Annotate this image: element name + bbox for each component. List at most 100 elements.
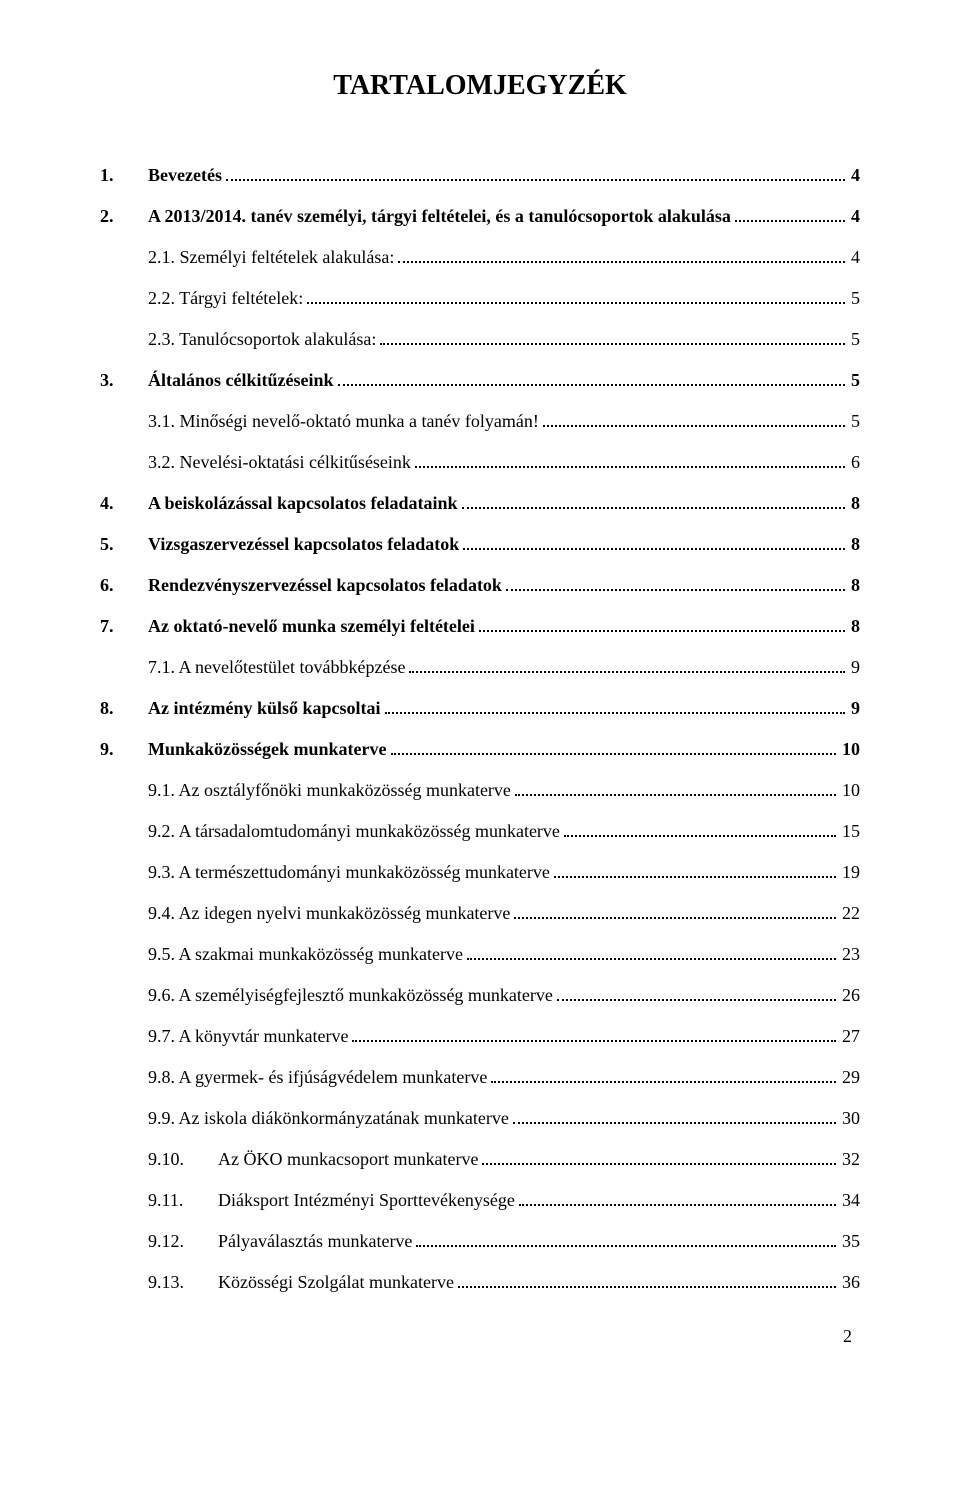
toc-entry-page: 8 xyxy=(849,613,860,640)
toc-entry: 9.5. A szakmai munkaközösség munkaterve … xyxy=(100,941,860,968)
toc-entry-text: 9.7. A könyvtár munkaterve xyxy=(148,1023,348,1050)
dot-leader xyxy=(564,835,836,837)
toc-entry-page: 22 xyxy=(840,900,860,927)
toc-entry-page: 8 xyxy=(849,531,860,558)
toc-entry-number: 9.10. xyxy=(148,1146,218,1173)
toc-entry-text: A 2013/2014. tanév személyi, tárgyi felt… xyxy=(148,203,731,230)
toc-entry-number: 7. xyxy=(100,613,148,640)
toc-entry-text: Diáksport Intézményi Sporttevékenysége xyxy=(218,1187,515,1214)
dot-leader xyxy=(519,1204,836,1206)
toc-entry: 9.8. A gyermek- és ifjúságvédelem munkat… xyxy=(100,1064,860,1091)
toc-entry-page: 5 xyxy=(849,408,860,435)
toc-entry-text: 7.1. A nevelőtestület továbbképzése xyxy=(148,654,405,681)
dot-leader xyxy=(514,917,836,919)
page-title: TARTALOMJEGYZÉK xyxy=(100,70,860,102)
toc-entry-page: 19 xyxy=(840,859,860,886)
toc-entry: 3.Általános célkitűzéseink 5 xyxy=(100,367,860,394)
toc-entry-page: 10 xyxy=(840,736,860,763)
dot-leader xyxy=(506,589,845,591)
toc-entry: 9.4. Az idegen nyelvi munkaközösség munk… xyxy=(100,900,860,927)
toc-entry: 9.7. A könyvtár munkaterve 27 xyxy=(100,1023,860,1050)
toc-entry-page: 5 xyxy=(849,367,860,394)
dot-leader xyxy=(391,753,836,755)
toc-entry-number: 1. xyxy=(100,162,148,189)
toc-entry-page: 4 xyxy=(849,244,860,271)
dot-leader xyxy=(458,1286,836,1288)
dot-leader xyxy=(543,425,845,427)
dot-leader xyxy=(735,220,845,222)
dot-leader xyxy=(385,712,845,714)
toc-entry-text: Rendezvényszervezéssel kapcsolatos felad… xyxy=(148,572,502,599)
dot-leader xyxy=(415,466,845,468)
toc-entry: 9.1. Az osztályfőnöki munkaközösség munk… xyxy=(100,777,860,804)
toc-entry-number: 5. xyxy=(100,531,148,558)
toc-entry: 8.Az intézmény külső kapcsoltai 9 xyxy=(100,695,860,722)
toc-entry: 9.9. Az iskola diákönkormányzatának munk… xyxy=(100,1105,860,1132)
toc-entry-number: 9. xyxy=(100,736,148,763)
toc-entry-text: 9.1. Az osztályfőnöki munkaközösség munk… xyxy=(148,777,511,804)
dot-leader xyxy=(352,1040,836,1042)
toc-entry: 5.Vizsgaszervezéssel kapcsolatos feladat… xyxy=(100,531,860,558)
dot-leader xyxy=(398,261,845,263)
dot-leader xyxy=(513,1122,836,1124)
toc-entry-text: 2.2. Tárgyi feltételek: xyxy=(148,285,303,312)
toc-entry-page: 5 xyxy=(849,326,860,353)
toc-entry: 9.13.Közösségi Szolgálat munkaterve 36 xyxy=(100,1269,860,1296)
toc-entry: 2.A 2013/2014. tanév személyi, tárgyi fe… xyxy=(100,203,860,230)
toc-entry-text: Pályaválasztás munkaterve xyxy=(218,1228,412,1255)
toc-entry-text: 9.3. A természettudományi munkaközösség … xyxy=(148,859,550,886)
toc-entry-text: 9.4. Az idegen nyelvi munkaközösség munk… xyxy=(148,900,510,927)
dot-leader xyxy=(554,876,836,878)
toc-entry-text: 9.8. A gyermek- és ifjúságvédelem munkat… xyxy=(148,1064,487,1091)
toc-entry-number: 8. xyxy=(100,695,148,722)
toc-entry-text: Az ÖKO munkacsoport munkaterve xyxy=(218,1146,478,1173)
dot-leader xyxy=(491,1081,836,1083)
toc-entry-text: 2.1. Személyi feltételek alakulása: xyxy=(148,244,394,271)
toc-entry-page: 27 xyxy=(840,1023,860,1050)
dot-leader xyxy=(307,302,845,304)
dot-leader xyxy=(463,548,845,550)
toc-entry: 2.3. Tanulócsoportok alakulása: 5 xyxy=(100,326,860,353)
toc-entry-page: 34 xyxy=(840,1187,860,1214)
toc-entry-page: 10 xyxy=(840,777,860,804)
toc-entry: 7.Az oktató-nevelő munka személyi feltét… xyxy=(100,613,860,640)
toc-entry-text: Közösségi Szolgálat munkaterve xyxy=(218,1269,454,1296)
toc-entry-page: 9 xyxy=(849,695,860,722)
toc-entry-text: 3.2. Nevelési-oktatási célkitűséseink xyxy=(148,449,411,476)
dot-leader xyxy=(467,958,836,960)
toc-entry-text: Általános célkitűzéseink xyxy=(148,367,334,394)
toc-entry: 2.1. Személyi feltételek alakulása: 4 xyxy=(100,244,860,271)
toc-entry-page: 6 xyxy=(849,449,860,476)
dot-leader xyxy=(338,384,845,386)
dot-leader xyxy=(409,671,845,673)
toc-entry-number: 9.11. xyxy=(148,1187,218,1214)
toc-entry-text: Az oktató-nevelő munka személyi feltétel… xyxy=(148,613,475,640)
table-of-contents: 1.Bevezetés 4 2.A 2013/2014. tanév személ… xyxy=(100,162,860,1296)
toc-entry-number: 2. xyxy=(100,203,148,230)
toc-entry-text: 9.2. A társadalomtudományi munkaközösség… xyxy=(148,818,560,845)
dot-leader xyxy=(557,999,836,1001)
dot-leader xyxy=(462,507,845,509)
dot-leader xyxy=(380,343,845,345)
toc-entry-text: Munkaközösségek munkaterve xyxy=(148,736,387,763)
toc-entry: 9.10.Az ÖKO munkacsoport munkaterve 32 xyxy=(100,1146,860,1173)
toc-entry-text: Bevezetés xyxy=(148,162,222,189)
toc-entry: 9.12.Pályaválasztás munkaterve 35 xyxy=(100,1228,860,1255)
toc-entry-text: 9.9. Az iskola diákönkormányzatának munk… xyxy=(148,1105,509,1132)
dot-leader xyxy=(479,630,845,632)
toc-entry: 9.Munkaközösségek munkaterve 10 xyxy=(100,736,860,763)
dot-leader xyxy=(515,794,836,796)
toc-entry-page: 23 xyxy=(840,941,860,968)
dot-leader xyxy=(226,179,845,181)
toc-entry-text: A beiskolázással kapcsolatos feladataink xyxy=(148,490,458,517)
dot-leader xyxy=(416,1245,836,1247)
toc-entry-page: 36 xyxy=(840,1269,860,1296)
toc-entry-text: 2.3. Tanulócsoportok alakulása: xyxy=(148,326,376,353)
toc-entry-text: 9.6. A személyiségfejlesztő munkaközössé… xyxy=(148,982,553,1009)
toc-entry: 1.Bevezetés 4 xyxy=(100,162,860,189)
toc-entry-number: 9.12. xyxy=(148,1228,218,1255)
dot-leader xyxy=(482,1163,836,1165)
toc-entry: 9.11.Diáksport Intézményi Sporttevékenys… xyxy=(100,1187,860,1214)
page-number: 2 xyxy=(100,1326,860,1347)
toc-entry-number: 9.13. xyxy=(148,1269,218,1296)
